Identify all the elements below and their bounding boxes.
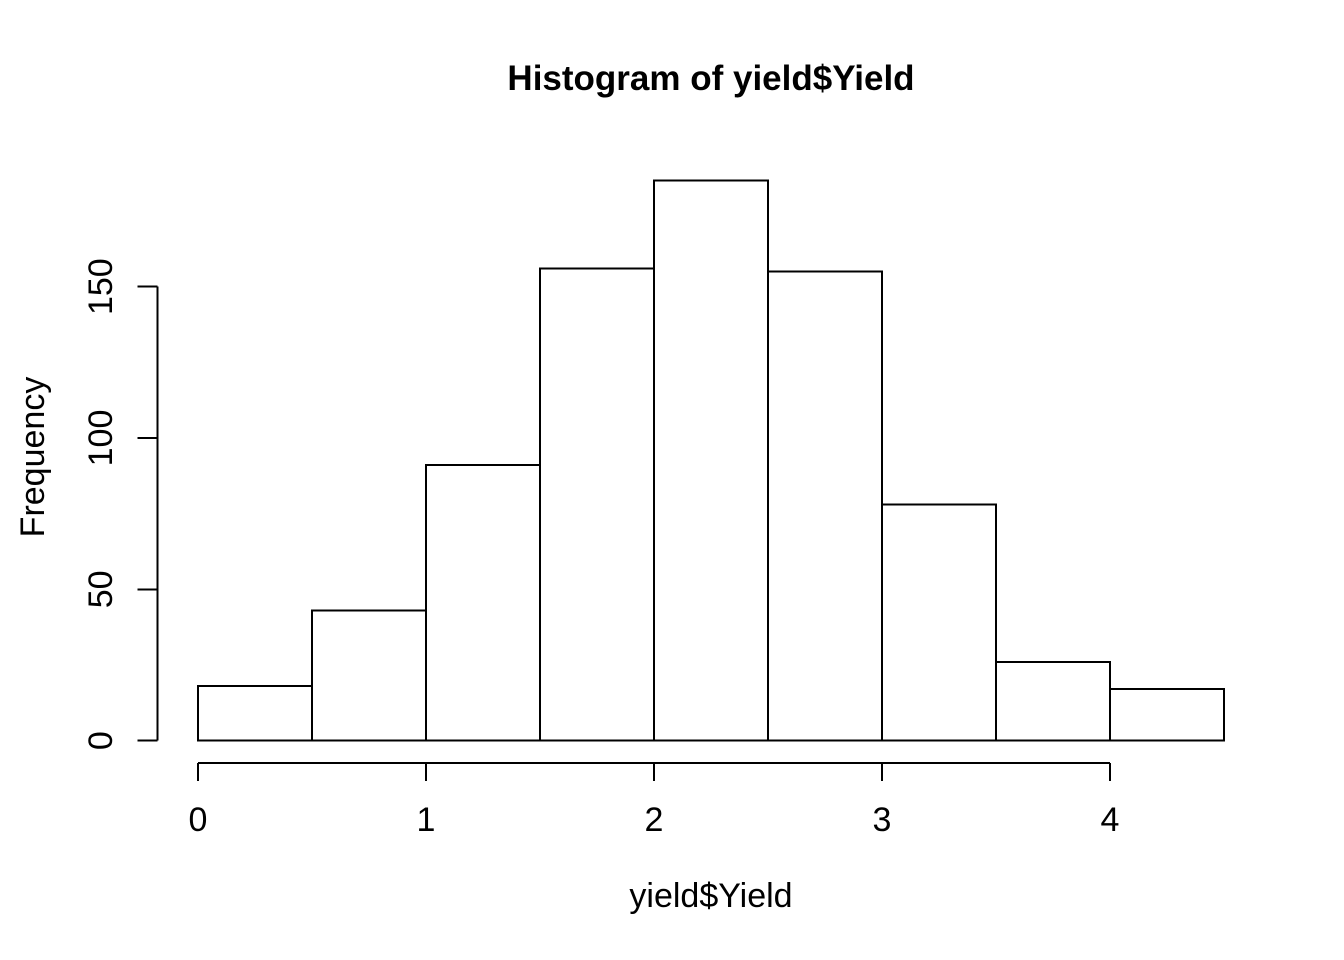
histogram-bar	[1109, 688, 1225, 742]
x-tick-label: 1	[417, 801, 436, 839]
x-axis-label: yield$Yield	[629, 877, 792, 915]
histogram-bar	[881, 503, 997, 742]
x-tick-label: 3	[873, 801, 892, 839]
x-tick-label: 2	[645, 801, 664, 839]
histogram-bar	[425, 464, 541, 742]
x-tick-label: 4	[1101, 801, 1120, 839]
histogram-bars	[197, 179, 1225, 742]
y-tick-label: 100	[82, 410, 120, 467]
y-tick-label: 50	[82, 570, 120, 608]
histogram-bar	[653, 179, 769, 742]
histogram-bar	[311, 609, 427, 742]
y-tick-label: 0	[82, 731, 120, 750]
histogram-bar	[767, 270, 883, 742]
x-tick-label: 0	[189, 801, 208, 839]
axes: 0 1 2 3 4 0 50 100 150	[82, 258, 1119, 839]
histogram-bar	[539, 267, 655, 742]
histogram-bar	[197, 685, 313, 742]
chart-title: Histogram of yield$Yield	[507, 59, 914, 98]
y-axis-label: Frequency	[14, 377, 52, 538]
y-tick-label: 150	[82, 258, 120, 315]
histogram-bar	[995, 660, 1111, 742]
